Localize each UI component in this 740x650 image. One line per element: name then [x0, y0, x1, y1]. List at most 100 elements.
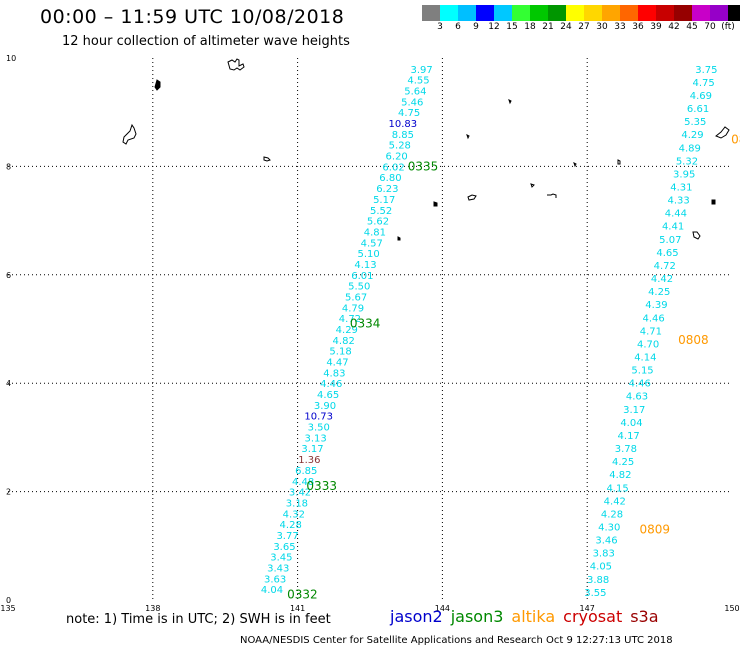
map-subtitle: 12 hour collection of altimeter wave hei…: [62, 34, 350, 49]
color-scale-label: 12: [488, 22, 500, 32]
wave-height-value: 5.15: [631, 366, 653, 377]
map-title: 00:00 – 11:59 UTC 10/08/2018: [40, 6, 345, 28]
wave-height-value: 4.28: [601, 509, 623, 520]
wave-height-value: 6.23: [376, 184, 398, 195]
wave-height-value: 4.41: [662, 222, 684, 233]
lon-tick-label: 150: [724, 604, 739, 613]
island: [467, 194, 477, 201]
color-scale-label: 18: [524, 22, 536, 32]
lat-tick-label: 0: [6, 596, 11, 605]
color-scale-swatch: [494, 5, 512, 21]
wave-height-value: 4.55: [407, 76, 429, 87]
island: [122, 123, 137, 145]
color-scale-label: 42: [668, 22, 680, 32]
axis-ticks: 135 138 141 144 147 150 0 2 4 6 8 10: [0, 54, 739, 613]
wave-height-value: 3.42: [289, 488, 311, 499]
wave-height-value: 3.17: [623, 405, 645, 416]
color-scale-label: 30: [596, 22, 608, 32]
wave-height-value: 3.63: [264, 574, 286, 585]
pass-time-label: 0332: [287, 588, 318, 602]
pass-time-label: 0808: [678, 333, 709, 347]
lon-tick-label: 141: [290, 604, 305, 613]
lat-tick-label: 8: [6, 162, 11, 171]
color-scale-label: 36: [632, 22, 644, 32]
island: [227, 58, 245, 71]
wave-height-value: 6.80: [379, 173, 401, 184]
wave-height-value: 6.02: [382, 162, 404, 173]
island: [692, 231, 701, 240]
wave-height-value: 4.04: [261, 585, 283, 596]
lat-tick-label: 10: [6, 54, 16, 63]
wave-height-value: 4.29: [336, 325, 358, 336]
color-scale-swatch: [548, 5, 566, 21]
wave-height-value: 5.46: [401, 97, 423, 108]
color-scale-label: 33: [614, 22, 626, 32]
island: [547, 193, 557, 198]
wave-height-value: 3.78: [615, 444, 637, 455]
wave-height-value: 4.69: [690, 91, 712, 102]
wave-height-value: 6.20: [386, 152, 408, 163]
wave-height-value: 6.61: [687, 104, 709, 115]
wave-height-value: 3.17: [301, 444, 323, 455]
wave-height-value: 5.35: [684, 117, 706, 128]
wave-height-value: 4.71: [640, 326, 662, 337]
wave-height-value: 6.01: [351, 271, 373, 282]
wave-height-value: 5.62: [367, 217, 389, 228]
island: [617, 159, 621, 165]
wave-height-value: 4.82: [609, 470, 631, 481]
wave-height-value: 5.67: [345, 292, 367, 303]
wave-height-value: 4.65: [656, 248, 678, 259]
color-scale-labels: 3 6 9 12 15 18 21 24 27 30 33 36 39 42 45 70 (ft): [422, 22, 740, 36]
color-scale-swatch: [602, 5, 620, 21]
wave-height-value: 5.18: [329, 347, 351, 358]
pass-time-label: 0809: [639, 523, 670, 537]
wave-height-value: 4.83: [323, 368, 345, 379]
wave-height-value: 4.75: [692, 78, 714, 89]
island: [573, 162, 577, 168]
wave-height-value: 10.83: [389, 119, 418, 130]
lon-tick-label: 147: [580, 604, 595, 613]
color-scale-label: 45: [686, 22, 698, 32]
map-footer: NOAA/NESDIS Center for Satellite Applica…: [240, 635, 673, 646]
wave-height-value: 4.46: [320, 379, 342, 390]
wave-height-value: 1.36: [298, 455, 320, 466]
island: [397, 236, 401, 241]
wave-height-value: 4.57: [361, 238, 383, 249]
wave-height-value: 4.63: [626, 392, 648, 403]
color-scale-swatch: [692, 5, 710, 21]
color-scale-label: (ft): [721, 22, 735, 32]
wave-height-value: 3.97: [410, 65, 432, 76]
wave-height-value: 5.17: [373, 195, 395, 206]
wave-height-value: 3.88: [587, 575, 609, 586]
map-grid: [8, 58, 732, 600]
wave-height-value: 3.75: [695, 65, 717, 76]
wave-height-value: 5.32: [676, 156, 698, 167]
wave-height-value: 3.55: [584, 588, 606, 599]
satellite-legend: jason2 jason3 altika cryosat s3a: [390, 607, 667, 626]
map-note: note: 1) Time is in UTC; 2) SWH is in fe…: [66, 612, 331, 627]
wave-height-value: 4.05: [590, 562, 612, 573]
island: [715, 126, 730, 139]
wave-height-value: 10.73: [304, 412, 333, 423]
wave-height-value: 4.17: [618, 431, 640, 442]
color-scale-swatch: [422, 5, 440, 21]
wave-height-value: 3.18: [286, 498, 308, 509]
color-scale-swatch: [530, 5, 548, 21]
color-scale-label: 3: [437, 22, 443, 32]
lat-tick-label: 4: [6, 379, 11, 388]
wave-height-value: 5.64: [404, 87, 426, 98]
color-scale-swatch: [566, 5, 584, 21]
wave-height-value: 3.13: [304, 433, 326, 444]
wave-height-value: 4.25: [612, 457, 634, 468]
color-scale-label: 70: [704, 22, 716, 32]
landmasses: [122, 58, 730, 241]
pass-time-label: 0333: [306, 479, 337, 493]
wave-height-value: 3.90: [314, 401, 336, 412]
color-scale-swatch: [584, 5, 602, 21]
island: [508, 99, 512, 105]
island: [433, 201, 438, 207]
color-scale-label: 6: [455, 22, 461, 32]
color-scale-swatch: [458, 5, 476, 21]
island: [263, 156, 271, 162]
